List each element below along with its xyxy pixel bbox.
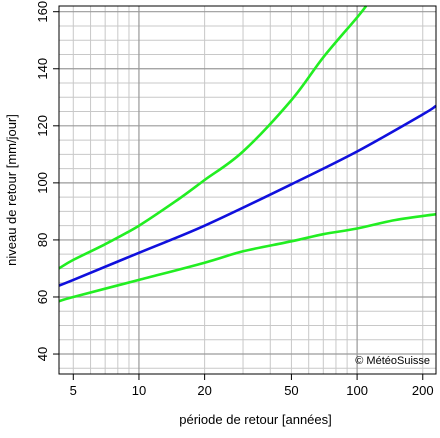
y-tick-label: 100 [35, 172, 50, 194]
x-tick-label: 20 [197, 383, 211, 398]
plot-frame [58, 5, 437, 375]
y-tick-label: 80 [35, 233, 50, 247]
y-tick-label: 120 [35, 115, 50, 137]
y-axis-ticks: 40 60 80 100 120 140 160 [35, 1, 59, 361]
x-tick-label: 5 [70, 383, 77, 398]
major-grid [59, 6, 436, 374]
series-lines [58, 5, 437, 303]
minor-grid [59, 6, 436, 374]
x-axis-title: période de retour [années] [179, 412, 332, 427]
upper-bound-line [58, 5, 368, 270]
y-tick-label: 40 [35, 347, 50, 361]
x-axis-ticks: 5 10 20 50 100 200 [70, 374, 434, 398]
y-tick-label: 160 [35, 1, 50, 23]
y-tick-label: 140 [35, 58, 50, 80]
y-tick-label: 60 [35, 290, 50, 304]
lower-bound-line [58, 212, 437, 303]
x-tick-label: 10 [132, 383, 146, 398]
x-tick-label: 100 [346, 383, 368, 398]
estimate-line [58, 104, 437, 287]
copyright-annotation: © MétéoSuisse [355, 355, 430, 367]
x-tick-label: 200 [412, 383, 434, 398]
x-tick-label: 50 [284, 383, 298, 398]
y-axis-title: niveau de retour [mm/jour] [4, 114, 19, 266]
